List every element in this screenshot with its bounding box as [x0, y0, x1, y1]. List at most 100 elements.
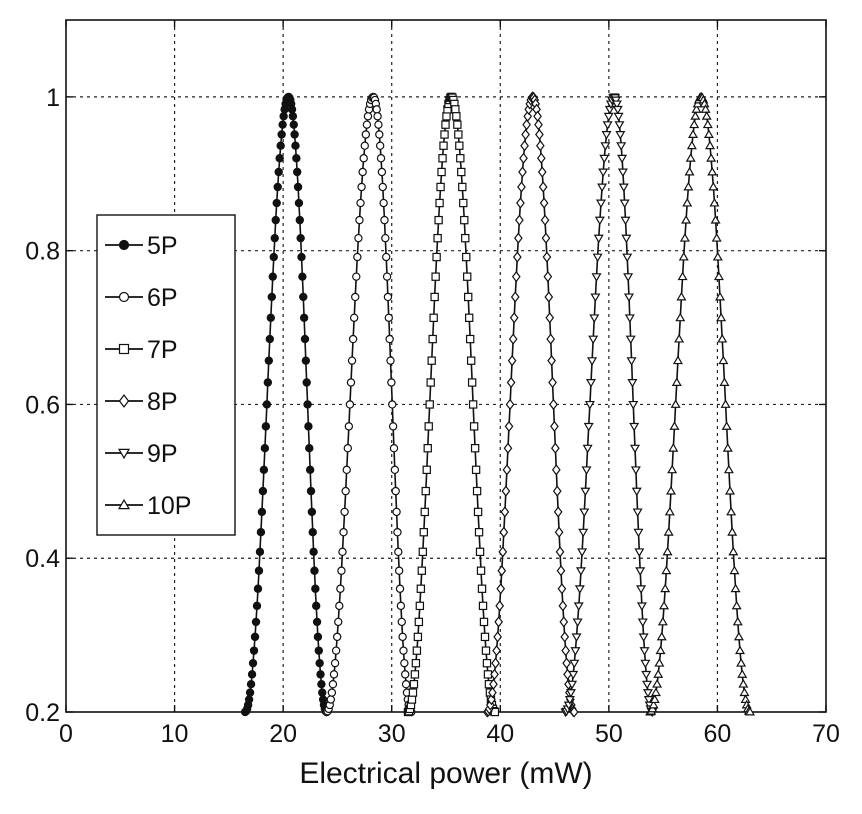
- data-point: [390, 465, 400, 475]
- data-point: [701, 111, 712, 120]
- data-point: [543, 271, 553, 283]
- data-point: [516, 197, 525, 209]
- data-point: [372, 105, 381, 114]
- data-point: [688, 129, 699, 138]
- data-point: [326, 695, 336, 704]
- data-point: [437, 167, 446, 177]
- plot-frame: [65, 19, 827, 713]
- data-point: [264, 356, 274, 365]
- data-point: [676, 291, 687, 301]
- data-point: [707, 166, 718, 176]
- data-point: [656, 631, 667, 641]
- data-point: [359, 154, 368, 163]
- data-point: [719, 377, 730, 386]
- data-point: [436, 182, 445, 192]
- data-point: [410, 670, 420, 679]
- data-point: [391, 486, 400, 496]
- data-point: [338, 547, 347, 557]
- data-point: [354, 233, 363, 243]
- data-point: [245, 688, 255, 697]
- data-point: [474, 528, 484, 537]
- data-point: [262, 400, 272, 409]
- data-point: [460, 215, 469, 225]
- data-point: [493, 631, 502, 643]
- data-point: [614, 121, 625, 130]
- data-point: [587, 357, 598, 366]
- data-point: [289, 120, 298, 129]
- data-point: [381, 233, 390, 243]
- data-point: [339, 528, 348, 537]
- data-point: [650, 687, 661, 697]
- data-point: [293, 182, 303, 192]
- data-point: [535, 128, 544, 141]
- data-point: [626, 357, 637, 366]
- data-point: [382, 252, 391, 262]
- data-point: [522, 119, 531, 131]
- data-point: [668, 443, 679, 452]
- data-point: [569, 659, 580, 669]
- data-point: [618, 183, 629, 193]
- data-point: [252, 601, 262, 611]
- x-tick-label: 0: [59, 720, 73, 748]
- data-point: [733, 631, 744, 641]
- data-point: [422, 465, 431, 475]
- data-point: [731, 600, 742, 610]
- data-point: [468, 400, 478, 409]
- y-tick-label: 0.2: [25, 699, 60, 727]
- data-point: [578, 528, 589, 538]
- data-point: [385, 334, 394, 344]
- data-point: [317, 680, 326, 689]
- data-point: [652, 679, 663, 688]
- data-point: [649, 694, 660, 704]
- data-point: [271, 215, 280, 225]
- data-point: [379, 198, 388, 208]
- data-point: [681, 214, 692, 224]
- data-point: [730, 583, 741, 593]
- data-point: [478, 601, 488, 611]
- data-point: [689, 119, 700, 129]
- data-point: [481, 646, 491, 655]
- data-point: [603, 112, 614, 122]
- data-point: [655, 645, 666, 655]
- data-point: [564, 696, 575, 705]
- data-point: [476, 566, 486, 575]
- data-point: [589, 314, 600, 323]
- data-point: [473, 507, 483, 517]
- data-point: [568, 670, 579, 680]
- data-point: [624, 314, 635, 323]
- data-point: [378, 182, 387, 192]
- data-point: [466, 356, 476, 365]
- data-point: [710, 214, 721, 224]
- data-point: [633, 528, 644, 538]
- data-point: [413, 632, 423, 642]
- data-point: [343, 444, 352, 453]
- data-point: [497, 565, 507, 577]
- data-point: [684, 166, 695, 176]
- data-point: [686, 140, 697, 150]
- data-point: [534, 119, 543, 131]
- data-point: [492, 644, 501, 657]
- data-point: [374, 120, 383, 129]
- data-point: [258, 486, 268, 496]
- data-point: [706, 153, 717, 162]
- data-point: [255, 547, 265, 557]
- data-point: [577, 548, 588, 557]
- legend-item-10P: 10P: [105, 492, 191, 520]
- legend-item-8P: 8P: [105, 388, 178, 416]
- data-point: [557, 583, 567, 595]
- data-point: [735, 645, 746, 655]
- data-point: [600, 142, 611, 151]
- data-point: [327, 688, 337, 697]
- data-point: [636, 585, 647, 594]
- data-point: [717, 333, 728, 343]
- data-point: [744, 706, 756, 716]
- data-point: [261, 422, 271, 431]
- data-point: [595, 199, 606, 209]
- x-tick-label: 70: [812, 720, 840, 748]
- data-point: [420, 507, 429, 517]
- data-point: [591, 273, 602, 282]
- data-point: [629, 422, 640, 432]
- data-point: [617, 154, 628, 164]
- data-point: [266, 313, 276, 322]
- data-point: [387, 378, 396, 387]
